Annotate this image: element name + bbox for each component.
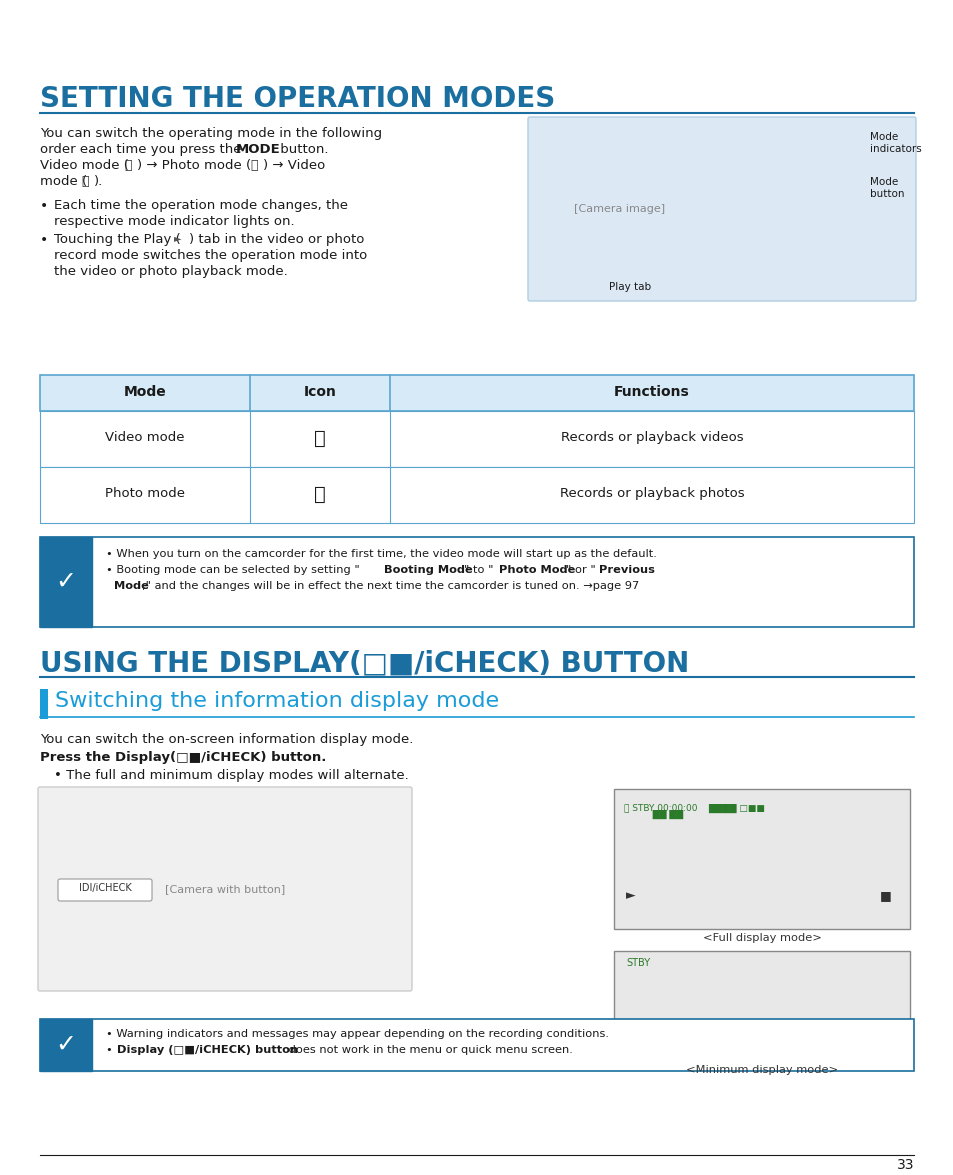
Text: " or ": " or " (565, 565, 595, 575)
Text: STBY: STBY (625, 958, 649, 968)
Text: [Camera with button]: [Camera with button] (165, 884, 285, 894)
Text: respective mode indicator lights on.: respective mode indicator lights on. (54, 215, 294, 228)
Text: Records or playback photos: Records or playback photos (559, 486, 743, 501)
Text: MODE: MODE (235, 143, 280, 156)
Text: Video mode (: Video mode ( (40, 159, 129, 172)
Text: Ⓞ: Ⓞ (314, 485, 326, 504)
Text: • Warning indicators and messages may appear depending on the recording conditio: • Warning indicators and messages may ap… (106, 1029, 608, 1039)
Text: ⎈ STBY 00:00:00    ████ □■■: ⎈ STBY 00:00:00 ████ □■■ (623, 804, 764, 813)
Bar (40, 537, 91, 627)
Text: 33: 33 (896, 1159, 913, 1171)
Text: Functions: Functions (614, 385, 689, 400)
Text: Mode: Mode (869, 132, 898, 142)
Text: Photo mode: Photo mode (105, 486, 185, 501)
Text: button: button (869, 189, 903, 199)
Text: Booting Mode: Booting Mode (384, 565, 473, 575)
Text: the video or photo playback mode.: the video or photo playback mode. (54, 266, 288, 278)
Text: ⎈: ⎈ (314, 429, 326, 448)
FancyBboxPatch shape (58, 879, 152, 901)
Text: USING THE DISPLAY(□■/iCHECK) BUTTON: USING THE DISPLAY(□■/iCHECK) BUTTON (40, 649, 688, 677)
Text: ).: ). (94, 175, 103, 188)
Text: Video mode: Video mode (105, 431, 185, 444)
Bar (40, 537, 913, 627)
Text: button.: button. (275, 143, 328, 156)
Bar (40, 1019, 91, 1070)
Text: mode (: mode ( (40, 175, 87, 188)
Text: • When you turn on the camcorder for the first time, the video mode will start u: • When you turn on the camcorder for the… (106, 549, 657, 559)
Text: [Camera image]: [Camera image] (574, 204, 665, 214)
Text: <Minimum display mode>: <Minimum display mode> (685, 1065, 837, 1075)
Text: ►: ► (625, 889, 635, 902)
Text: ██ ██: ██ ██ (623, 810, 682, 819)
Text: • Booting mode can be selected by setting ": • Booting mode can be selected by settin… (106, 565, 359, 575)
Text: Mode: Mode (124, 385, 166, 400)
Text: ) → Photo mode (: ) → Photo mode ( (137, 159, 251, 172)
Text: You can switch the on-screen information display mode.: You can switch the on-screen information… (40, 733, 413, 746)
Bar (614, 788, 909, 929)
Bar (40, 411, 913, 466)
Text: ⎈: ⎈ (81, 175, 89, 188)
Text: •: • (106, 1045, 116, 1055)
Text: ," and the changes will be in effect the next time the camcorder is tuned on. →p: ," and the changes will be in effect the… (142, 580, 639, 591)
Bar (40, 689, 48, 719)
Text: IDI/iCHECK: IDI/iCHECK (78, 882, 132, 893)
FancyBboxPatch shape (38, 787, 412, 991)
Text: ■: ■ (879, 889, 891, 902)
Text: ) → Video: ) → Video (263, 159, 325, 172)
Text: Ⓞ: Ⓞ (250, 159, 257, 172)
Text: ⎈: ⎈ (124, 159, 132, 172)
Text: Mode: Mode (869, 177, 898, 187)
Text: <Full display mode>: <Full display mode> (701, 933, 821, 944)
Bar (614, 951, 909, 1061)
Text: Display (□■/iCHECK) button: Display (□■/iCHECK) button (117, 1045, 297, 1055)
Text: record mode switches the operation mode into: record mode switches the operation mode … (54, 249, 367, 262)
Text: ►: ► (173, 233, 181, 243)
Text: Touching the Play (: Touching the Play ( (54, 233, 180, 246)
Bar (40, 689, 913, 719)
Text: Photo Mode: Photo Mode (498, 565, 575, 575)
Text: ✓: ✓ (55, 570, 76, 595)
Text: Icon: Icon (303, 385, 336, 400)
Text: Press the Display(□■/iCHECK) button.: Press the Display(□■/iCHECK) button. (40, 751, 326, 764)
Text: Records or playback videos: Records or playback videos (560, 431, 742, 444)
Text: Previous: Previous (598, 565, 654, 575)
Text: Switching the information display mode: Switching the information display mode (55, 691, 498, 711)
Text: SETTING THE OPERATION MODES: SETTING THE OPERATION MODES (40, 85, 555, 113)
Text: Mode: Mode (113, 580, 149, 591)
Text: Each time the operation mode changes, the: Each time the operation mode changes, th… (54, 199, 348, 212)
Text: •: • (40, 199, 49, 213)
Text: • The full and minimum display modes will alternate.: • The full and minimum display modes wil… (54, 768, 408, 783)
Text: ) tab in the video or photo: ) tab in the video or photo (189, 233, 364, 246)
Text: does not work in the menu or quick menu screen.: does not work in the menu or quick menu … (285, 1045, 572, 1055)
Bar (40, 466, 913, 523)
Text: You can switch the operating mode in the following: You can switch the operating mode in the… (40, 127, 382, 140)
Text: " to ": " to " (463, 565, 493, 575)
FancyBboxPatch shape (527, 118, 915, 301)
Bar (40, 1019, 913, 1070)
Bar (40, 375, 913, 411)
Text: ✓: ✓ (55, 1033, 76, 1058)
Text: •: • (40, 233, 49, 247)
Text: indicators: indicators (869, 145, 921, 154)
Text: Play tab: Play tab (608, 282, 650, 293)
Text: order each time you press the: order each time you press the (40, 143, 246, 156)
